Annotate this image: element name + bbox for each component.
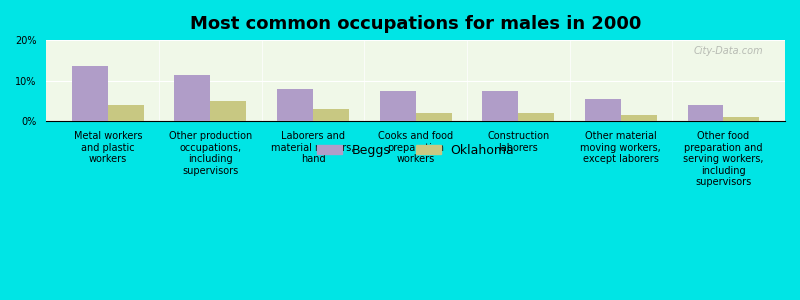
Title: Most common occupations for males in 2000: Most common occupations for males in 200… bbox=[190, 15, 642, 33]
Bar bbox=[687, 105, 723, 121]
Bar bbox=[518, 113, 554, 121]
Bar bbox=[723, 117, 759, 121]
Bar bbox=[72, 67, 108, 121]
Bar bbox=[174, 75, 210, 121]
Bar bbox=[108, 105, 144, 121]
Bar bbox=[416, 113, 451, 121]
Bar bbox=[380, 91, 416, 121]
Bar bbox=[313, 109, 349, 121]
Legend: Beggs, Oklahoma: Beggs, Oklahoma bbox=[312, 139, 519, 162]
Bar bbox=[210, 101, 246, 121]
Text: City-Data.com: City-Data.com bbox=[694, 46, 763, 56]
Bar bbox=[585, 99, 621, 121]
Bar bbox=[482, 91, 518, 121]
Bar bbox=[277, 89, 313, 121]
Bar bbox=[621, 115, 657, 121]
